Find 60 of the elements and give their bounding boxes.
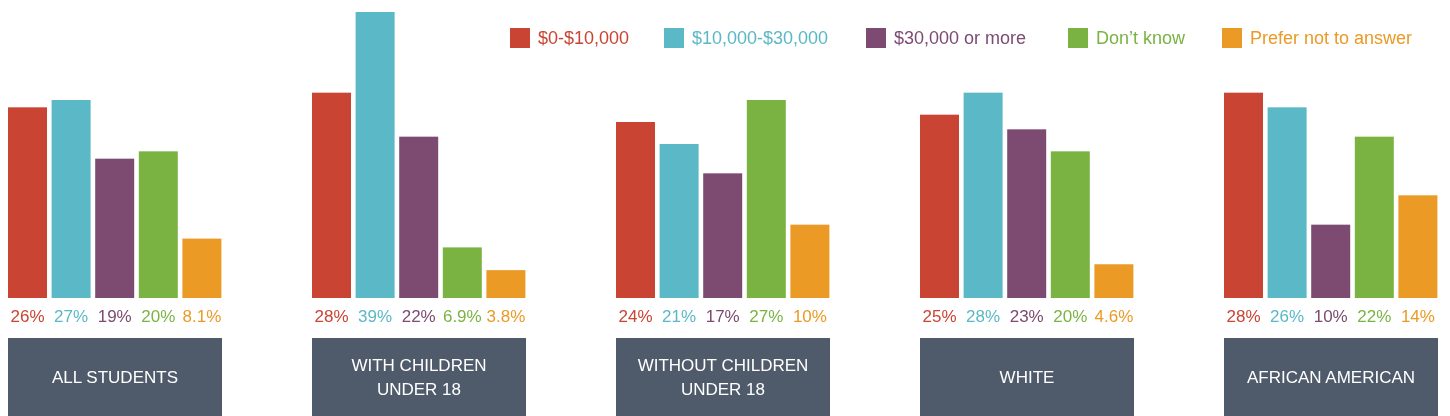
data-label: 20% bbox=[1053, 307, 1088, 326]
data-label: 27% bbox=[749, 307, 784, 326]
bar bbox=[51, 100, 91, 298]
bar bbox=[963, 92, 1003, 298]
bar bbox=[486, 270, 526, 298]
legend-label: Don’t know bbox=[1096, 28, 1187, 48]
data-label: 26% bbox=[10, 307, 45, 326]
bar bbox=[703, 173, 743, 298]
bar bbox=[1094, 264, 1134, 298]
data-label: 8.1% bbox=[182, 307, 222, 326]
data-label: 3.8% bbox=[486, 307, 526, 326]
bar bbox=[1224, 92, 1263, 298]
data-label: 22% bbox=[401, 307, 436, 326]
bar bbox=[442, 247, 482, 298]
data-label: 23% bbox=[1009, 307, 1044, 326]
x-tick-label: WITH CHILDREN UNDER 18 bbox=[351, 356, 487, 399]
bar bbox=[399, 136, 439, 298]
data-label: 10% bbox=[1313, 307, 1348, 326]
data-label: 26% bbox=[1270, 307, 1305, 326]
bar bbox=[312, 92, 351, 298]
x-tick-label: ALL STUDENTS bbox=[52, 368, 178, 387]
data-label: 4.6% bbox=[1094, 307, 1134, 326]
x-tick-label: WHITE bbox=[999, 368, 1055, 387]
data-label: 27% bbox=[54, 307, 89, 326]
x-tick-label: AFRICAN AMERICAN bbox=[1246, 368, 1416, 387]
data-label: 10% bbox=[792, 307, 827, 326]
data-label: 14% bbox=[1400, 307, 1435, 326]
legend-label: $30,000 or more bbox=[894, 28, 1027, 48]
data-label: 19% bbox=[97, 307, 132, 326]
data-label: 25% bbox=[922, 307, 957, 326]
bar bbox=[920, 114, 959, 298]
data-label: 21% bbox=[662, 307, 697, 326]
data-label: 20% bbox=[141, 307, 176, 326]
bar bbox=[1311, 224, 1351, 298]
bar bbox=[182, 238, 222, 298]
bar bbox=[746, 100, 786, 298]
data-label: 24% bbox=[618, 307, 653, 326]
bar bbox=[1007, 129, 1047, 298]
data-label: 17% bbox=[705, 307, 740, 326]
bar bbox=[616, 122, 655, 298]
bar bbox=[8, 107, 47, 298]
data-label: 39% bbox=[358, 307, 393, 326]
bar bbox=[1267, 107, 1307, 298]
bar bbox=[1050, 151, 1090, 298]
legend-label: Prefer not to answer bbox=[1250, 28, 1413, 48]
bar bbox=[1354, 136, 1394, 298]
bar bbox=[138, 151, 178, 298]
bar bbox=[1398, 195, 1438, 298]
bar bbox=[790, 224, 830, 298]
data-label: 28% bbox=[1226, 307, 1261, 326]
bar bbox=[659, 144, 699, 298]
data-label: 28% bbox=[966, 307, 1001, 326]
bar bbox=[355, 12, 395, 298]
data-label: 6.9% bbox=[442, 307, 482, 326]
bar bbox=[95, 158, 135, 298]
legend-label: $10,000-$30,000 bbox=[692, 28, 829, 48]
legend-label: $0-$10,000 bbox=[538, 28, 630, 48]
data-label: 22% bbox=[1357, 307, 1392, 326]
data-label: 28% bbox=[314, 307, 349, 326]
x-tick-label: WITHOUT CHILDREN UNDER 18 bbox=[637, 356, 809, 399]
